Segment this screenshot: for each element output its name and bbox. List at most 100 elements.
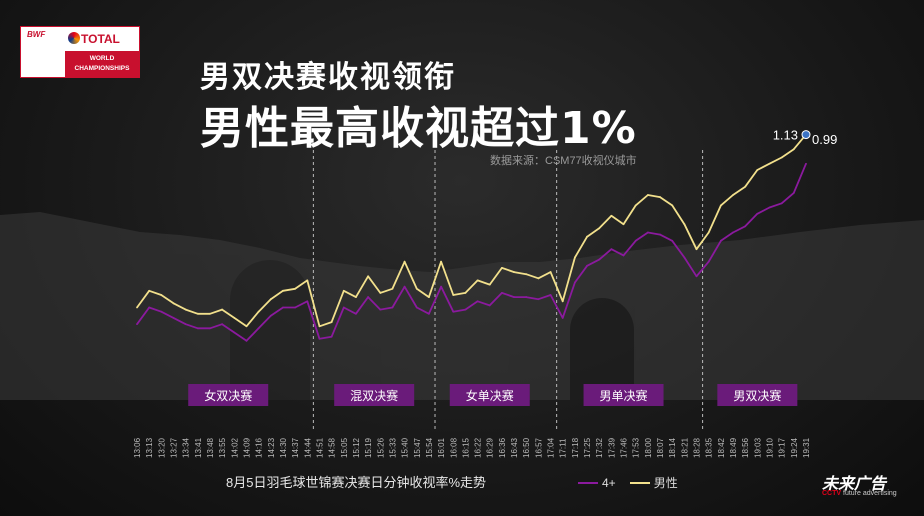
wc-line1: WORLD bbox=[89, 55, 115, 62]
legend-item-4plus: 4+ bbox=[578, 476, 616, 490]
point-1-53 bbox=[780, 156, 783, 159]
point-1-2 bbox=[160, 294, 163, 296]
series-line-4plus bbox=[136, 163, 807, 342]
segment-label-1: 混双决赛 bbox=[350, 388, 398, 403]
point-0-16 bbox=[330, 335, 333, 338]
point-0-0 bbox=[136, 323, 138, 326]
x-tick-3: 13:27 bbox=[169, 437, 178, 458]
point-0-6 bbox=[209, 327, 211, 330]
point-0-19 bbox=[367, 296, 370, 298]
x-tick-46: 18:28 bbox=[693, 437, 702, 458]
point-1-51 bbox=[756, 169, 759, 171]
x-tick-10: 14:16 bbox=[255, 437, 264, 458]
point-1-13 bbox=[294, 287, 297, 290]
annotation-1: 0.99 bbox=[812, 132, 837, 147]
point-0-33 bbox=[537, 298, 540, 301]
point-0-15 bbox=[318, 337, 321, 340]
point-1-47 bbox=[707, 231, 710, 234]
point-0-7 bbox=[221, 323, 224, 326]
point-1-28 bbox=[476, 279, 479, 282]
x-tick-30: 16:36 bbox=[498, 437, 507, 458]
x-tick-45: 18:21 bbox=[680, 437, 689, 458]
segment-label-2: 女单决赛 bbox=[466, 388, 514, 403]
point-0-1 bbox=[148, 306, 151, 309]
x-tick-43: 18:07 bbox=[656, 437, 665, 458]
point-1-24 bbox=[428, 296, 430, 298]
brand-sub-text: future advertising bbox=[841, 490, 897, 497]
brand-sub: CCTV future advertising bbox=[822, 490, 897, 497]
x-tick-28: 16:22 bbox=[474, 437, 483, 458]
point-0-17 bbox=[342, 306, 345, 309]
point-0-43 bbox=[659, 233, 661, 236]
segment-label-4: 男双决赛 bbox=[733, 388, 781, 403]
series-lines bbox=[136, 133, 807, 342]
bwf-total-logo: BWF TOTAL WORLD CHAMPIONSHIPS bbox=[20, 26, 140, 78]
point-1-29 bbox=[488, 283, 491, 286]
point-0-4 bbox=[184, 323, 187, 326]
point-0-46 bbox=[695, 275, 698, 278]
data-source: 数据来源：CSM77收视仪城市 bbox=[490, 155, 637, 167]
point-1-41 bbox=[634, 204, 637, 207]
point-0-21 bbox=[391, 306, 394, 309]
point-0-2 bbox=[160, 310, 163, 313]
point-0-32 bbox=[525, 296, 528, 298]
total-brand: TOTAL bbox=[65, 27, 139, 51]
point-1-54 bbox=[792, 148, 795, 151]
point-1-33 bbox=[537, 277, 540, 280]
point-1-40 bbox=[622, 223, 625, 226]
legend-swatch-male bbox=[629, 481, 650, 484]
x-tick-24: 15:54 bbox=[425, 437, 434, 458]
point-0-27 bbox=[464, 308, 467, 311]
x-tick-1: 13:13 bbox=[145, 437, 154, 458]
point-0-3 bbox=[172, 317, 175, 319]
point-1-1 bbox=[148, 289, 151, 292]
point-0-35 bbox=[561, 317, 564, 319]
segment-dividers bbox=[312, 150, 704, 432]
segment-boxes: 女双决赛 混双决赛 女单决赛 男单决赛 男双决赛 bbox=[188, 384, 798, 406]
point-1-49 bbox=[732, 194, 734, 196]
point-1-9 bbox=[245, 325, 248, 328]
point-0-14 bbox=[306, 300, 309, 303]
x-tick-44: 18:14 bbox=[668, 437, 677, 458]
x-tick-12: 14:30 bbox=[279, 437, 288, 458]
point-0-25 bbox=[440, 285, 442, 288]
x-tick-38: 17:32 bbox=[595, 437, 604, 458]
total-logo-icon bbox=[68, 32, 80, 44]
brand-logo: 未来广告 bbox=[822, 476, 887, 493]
x-tick-23: 15:47 bbox=[413, 437, 422, 458]
point-1-17 bbox=[342, 289, 345, 292]
point-0-36 bbox=[573, 281, 576, 284]
point-1-46 bbox=[695, 248, 698, 251]
x-tick-51: 19:03 bbox=[753, 437, 762, 458]
x-tick-52: 19:10 bbox=[766, 437, 775, 458]
segment-box-1 bbox=[334, 384, 415, 406]
point-1-16 bbox=[330, 321, 333, 323]
point-1-43 bbox=[659, 196, 661, 198]
point-0-5 bbox=[196, 327, 199, 330]
segment-box-2 bbox=[449, 384, 530, 406]
x-tick-9: 14:09 bbox=[242, 437, 251, 458]
world-championships-badge: WORLD CHAMPIONSHIPS bbox=[65, 51, 139, 77]
chart-caption: 8月5日羽毛球世锦赛决赛日分钟收视率%走势 bbox=[226, 475, 487, 490]
point-1-52 bbox=[768, 162, 771, 165]
point-0-24 bbox=[428, 312, 430, 315]
x-tick-21: 15:33 bbox=[388, 437, 397, 458]
x-tick-7: 13:55 bbox=[218, 437, 227, 458]
point-0-31 bbox=[513, 296, 515, 298]
x-tick-19: 15:19 bbox=[364, 437, 373, 458]
point-1-48 bbox=[719, 204, 722, 207]
brand-cctv: CCTV bbox=[822, 490, 842, 497]
x-tick-36: 17:18 bbox=[571, 437, 580, 458]
x-tick-5: 13:41 bbox=[194, 437, 203, 458]
point-1-35 bbox=[561, 300, 564, 303]
x-tick-48: 18:42 bbox=[717, 437, 726, 458]
point-0-26 bbox=[452, 310, 455, 313]
point-0-10 bbox=[257, 327, 260, 330]
point-1-19 bbox=[367, 275, 370, 278]
point-1-15 bbox=[318, 325, 321, 328]
legend-item-male: 男性 bbox=[629, 474, 678, 491]
point-0-52 bbox=[768, 206, 771, 209]
x-tick-26: 16:08 bbox=[449, 437, 458, 458]
total-text: TOTAL bbox=[81, 32, 120, 46]
